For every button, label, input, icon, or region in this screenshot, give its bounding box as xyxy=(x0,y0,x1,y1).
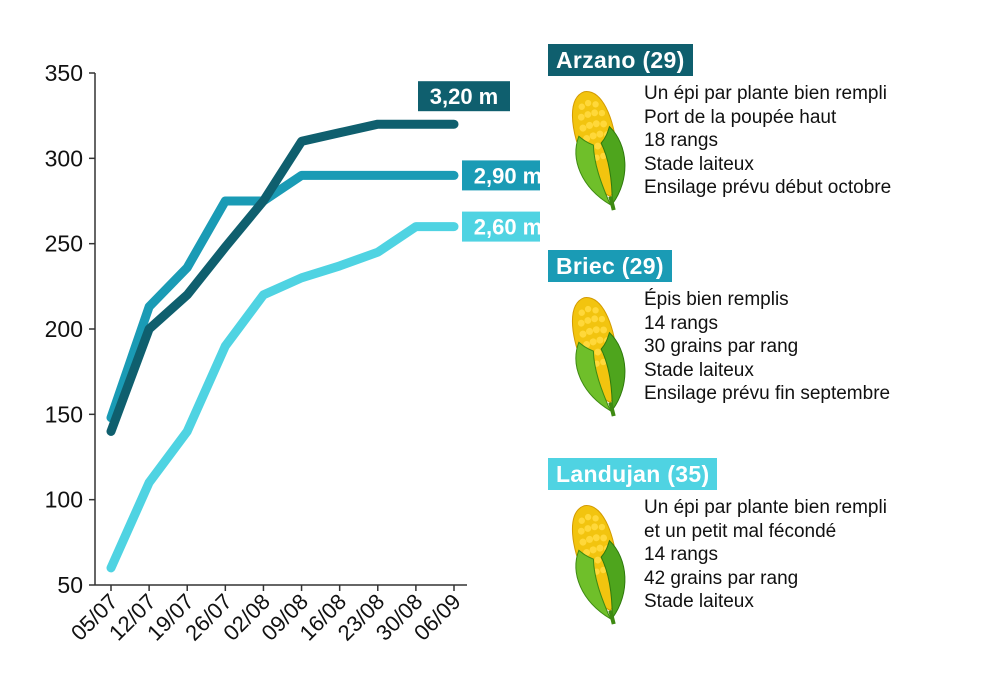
corn-icon xyxy=(558,82,638,217)
panel-line: Un épi par plante bien rempli xyxy=(644,83,887,104)
panel-line: Stade laiteux xyxy=(644,591,754,612)
panel-body: Un épi par plante bien rempli et un peti… xyxy=(548,490,988,640)
panel-title: Landujan (35) xyxy=(548,458,718,490)
corn-icon xyxy=(558,496,638,631)
corn-icon xyxy=(558,288,638,423)
panel-line: 14 rangs xyxy=(644,312,718,334)
y-tick-label: 300 xyxy=(45,145,83,171)
y-tick-label: 200 xyxy=(45,316,83,342)
end-label: 3,20 m xyxy=(430,84,499,109)
panel-line: Ensilage prévu fin septembre xyxy=(644,383,891,404)
line-chart: 5010015020025030035005/0712/0719/0726/07… xyxy=(45,60,540,645)
end-label: 2,90 m xyxy=(474,163,540,188)
end-label-box xyxy=(462,160,540,191)
panel-briec: Briec (29) Épis bien remplis 14 rangs 30… xyxy=(548,250,988,432)
y-tick-label: 100 xyxy=(45,487,83,513)
panel-line: Épis bien remplis xyxy=(644,289,789,310)
series-line xyxy=(106,222,459,573)
end-label: 2,60 m xyxy=(474,215,540,240)
panel-line: 30 grains par rang xyxy=(644,336,799,357)
panel-lines: Un épi par plante bien rempli et un peti… xyxy=(644,496,887,614)
panel-line: 42 grains par rang xyxy=(644,567,799,589)
y-tick-label: 150 xyxy=(45,401,83,427)
panel-lines: Épis bien remplis 14 rangs 30 grains par… xyxy=(644,288,890,406)
y-tick-label: 50 xyxy=(57,572,83,598)
panel-line: 14 rangs xyxy=(644,544,718,565)
panel-line: et un petit mal fécondé xyxy=(644,520,837,542)
series-line xyxy=(106,170,459,423)
panel-lines: Un épi par plante bien rempli Port de la… xyxy=(644,82,891,200)
panel-body: Un épi par plante bien rempli Port de la… xyxy=(548,76,988,226)
panel-landujan: Landujan (35) Un épi par plante bien rem… xyxy=(548,458,988,640)
panel-line: Stade laiteux xyxy=(644,153,754,175)
chart-end-labels: 3,20 m 2,90 m 2,60 m xyxy=(418,81,540,242)
panel-line: 18 rangs xyxy=(644,130,718,151)
end-label-box xyxy=(462,211,540,242)
panel-line: Stade laiteux xyxy=(644,359,754,381)
panel-line: Ensilage prévu début octobre xyxy=(644,177,892,198)
panel-arzano: Arzano (29) Un épi par plante bien rempl… xyxy=(548,44,988,226)
y-tick-label: 350 xyxy=(45,60,83,86)
panel-title: Briec (29) xyxy=(548,250,672,282)
chart-axes: 5010015020025030035005/0712/0719/0726/07… xyxy=(45,60,467,645)
series-line xyxy=(106,119,459,436)
panel-line: Un épi par plante bien rempli xyxy=(644,497,887,518)
panel-title: Arzano (29) xyxy=(548,44,693,76)
panel-line: Port de la poupée haut xyxy=(644,106,837,128)
y-tick-label: 250 xyxy=(45,231,83,257)
panel-body: Épis bien remplis 14 rangs 30 grains par… xyxy=(548,282,988,432)
end-label-box xyxy=(418,81,510,112)
chart-series xyxy=(106,119,459,573)
